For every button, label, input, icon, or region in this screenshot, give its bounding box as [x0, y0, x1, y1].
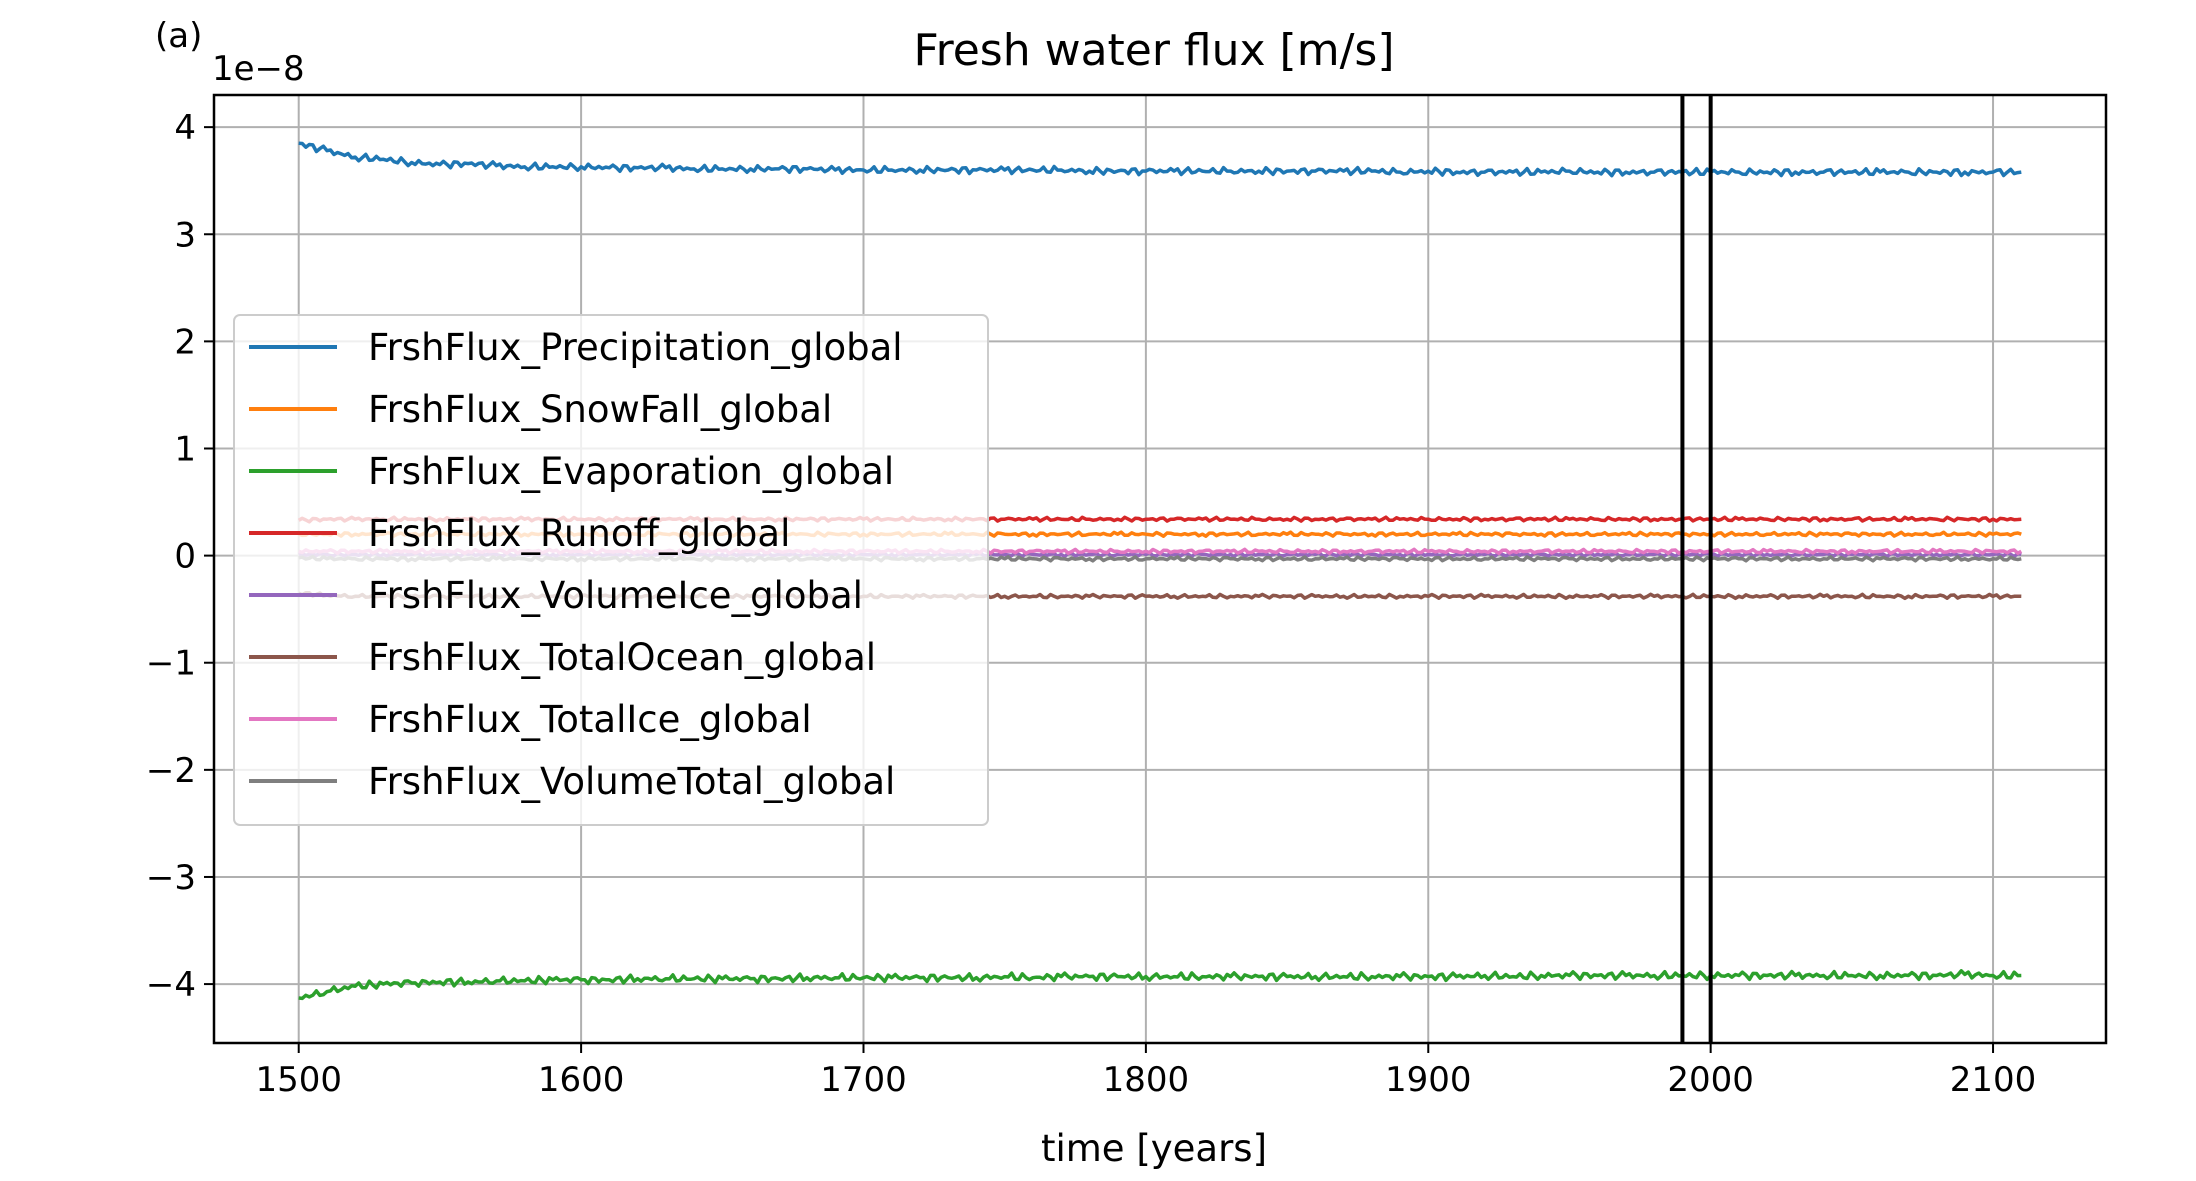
legend-label: FrshFlux_TotalOcean_global	[368, 636, 876, 679]
legend-label: FrshFlux_TotalIce_global	[368, 698, 812, 741]
x-tick-label: 1900	[1385, 1060, 1472, 1100]
legend-label: FrshFlux_Evaporation_global	[368, 450, 894, 493]
panel-label: (a)	[155, 16, 202, 56]
y-tick-label: −1	[146, 644, 196, 684]
x-tick-label: 1500	[255, 1060, 342, 1100]
legend: FrshFlux_Precipitation_global FrshFlux_Sn…	[233, 314, 989, 826]
x-tick-label: 1700	[820, 1060, 907, 1100]
y-tick-label: −3	[146, 858, 196, 898]
y-axis-ticks: −4 −3 −2 −1 0 1 2 3 4	[146, 108, 214, 1005]
chart-title: Fresh water flux [m/s]	[913, 25, 1394, 76]
series-line	[298, 969, 2022, 1001]
grid	[214, 95, 2106, 1043]
legend-label: FrshFlux_Runoff_global	[368, 512, 790, 555]
legend-label: FrshFlux_SnowFall_global	[368, 388, 832, 431]
y-tick-label: 1	[174, 429, 196, 469]
x-axis-label: time [years]	[1041, 1127, 1267, 1170]
x-tick-label: 1800	[1103, 1060, 1190, 1100]
y-tick-label: 3	[174, 215, 196, 255]
x-tick-label: 2000	[1667, 1060, 1754, 1100]
series-line	[298, 141, 2022, 178]
plot-frame	[212, 93, 2108, 1045]
legend-label: FrshFlux_VolumeIce_global	[368, 574, 863, 617]
y-tick-label: −2	[146, 751, 196, 791]
x-tick-label: 1600	[538, 1060, 625, 1100]
vertical-markers	[1680, 95, 1713, 1043]
legend-label: FrshFlux_Precipitation_global	[368, 326, 903, 369]
y-tick-label: 0	[174, 537, 196, 577]
legend-box	[233, 314, 989, 826]
y-tick-label: −4	[146, 965, 196, 1005]
y-tick-label: 2	[174, 322, 196, 362]
x-tick-label: 2100	[1950, 1060, 2037, 1100]
y-tick-label: 4	[174, 108, 196, 148]
x-axis-ticks: 1500 1600 1700 1800 1900 2000 2100	[255, 1043, 2036, 1100]
y-scale-label: 1e−8	[212, 49, 305, 89]
legend-label: FrshFlux_VolumeTotal_global	[368, 760, 895, 803]
